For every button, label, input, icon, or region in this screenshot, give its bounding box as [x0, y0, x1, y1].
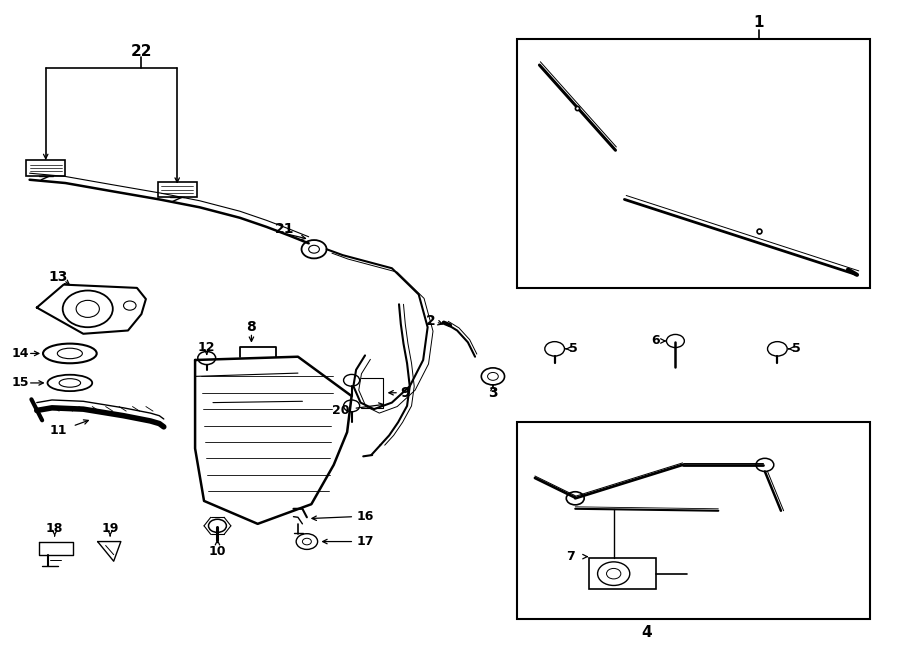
Text: 13: 13: [49, 270, 68, 284]
Bar: [158, 182, 197, 198]
Text: 22: 22: [130, 44, 152, 59]
Bar: [26, 160, 66, 176]
Text: 9: 9: [400, 386, 410, 400]
Text: 20: 20: [332, 404, 349, 417]
Text: 3: 3: [488, 386, 498, 400]
Text: 17: 17: [356, 535, 374, 548]
Text: 15: 15: [12, 376, 30, 389]
Text: 1: 1: [753, 15, 764, 30]
Text: 16: 16: [356, 510, 374, 523]
Text: 2: 2: [426, 314, 436, 328]
Text: 8: 8: [247, 320, 256, 334]
Text: 10: 10: [209, 545, 226, 558]
Text: 14: 14: [12, 347, 30, 360]
Text: 7: 7: [566, 550, 575, 563]
Text: 18: 18: [46, 522, 63, 535]
Text: 4: 4: [642, 625, 652, 639]
Bar: [518, 422, 870, 619]
Text: 5: 5: [569, 342, 578, 356]
Text: 19: 19: [102, 522, 119, 535]
Text: 5: 5: [792, 342, 800, 356]
Text: 11: 11: [50, 424, 67, 437]
Text: 12: 12: [198, 341, 215, 354]
Text: 21: 21: [274, 222, 294, 236]
Bar: [518, 39, 870, 288]
Bar: [589, 558, 656, 590]
Text: 6: 6: [652, 334, 660, 348]
